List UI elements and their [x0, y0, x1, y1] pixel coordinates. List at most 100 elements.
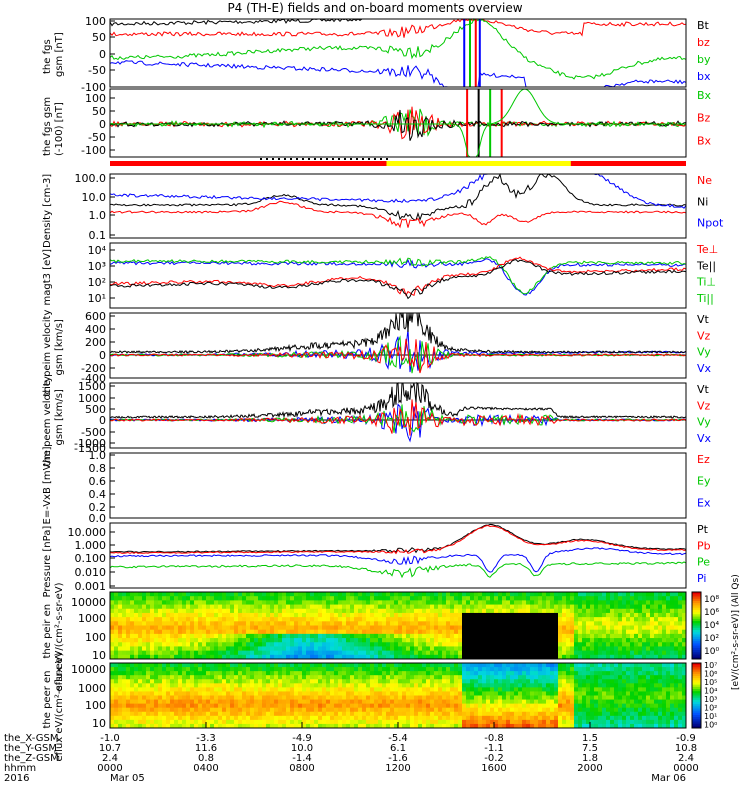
peer-spectrogram-cell [130, 695, 134, 701]
peir-spectrogram-cell [510, 600, 514, 606]
peer-spectrogram-cell [574, 691, 578, 696]
peir-spectrogram-cell [622, 617, 626, 622]
peir-spectrogram-cell [666, 604, 670, 610]
peir-spectrogram-cell [322, 617, 326, 622]
peir-spectrogram-cell [470, 650, 474, 656]
peer-spectrogram-cell [398, 667, 402, 672]
peir-spectrogram-cell [342, 617, 346, 622]
peer-spectrogram-cell [354, 687, 358, 692]
ytick-fgs-dsl: -100 [81, 144, 106, 157]
peer-spectrogram-cell [154, 691, 158, 696]
peir-spectrogram-cell [246, 638, 250, 643]
peer-spectrogram-cell [130, 723, 134, 729]
peir-spectrogram-cell [438, 638, 442, 643]
peir-spectrogram-cell [498, 638, 502, 643]
peir-spectrogram-cell [522, 600, 526, 606]
peer-spectrogram-cell [118, 683, 122, 688]
peer-spectrogram-cell [258, 687, 262, 692]
peer-spectrogram-cell [114, 679, 118, 684]
peir-spectrogram-cell [442, 629, 446, 635]
peir-spectrogram-cell [554, 638, 558, 643]
peer-spectrogram-cell [150, 715, 154, 721]
peer-spectrogram-cell [130, 715, 134, 721]
peer-spectrogram-cell [594, 667, 598, 672]
peir-spectrogram-cell [350, 596, 354, 601]
peer-spectrogram-cell [470, 695, 474, 701]
peer-spectrogram-cell [186, 687, 190, 692]
peer-spectrogram-cell [502, 663, 506, 668]
peer-spectrogram-cell [638, 675, 642, 680]
peer-spectrogram-cell [430, 663, 434, 668]
peer-spectrogram-cell [202, 711, 206, 717]
peir-spectrogram-cell [146, 654, 150, 660]
peer-spectrogram-cell [342, 711, 346, 717]
peer-spectrogram-cell [274, 699, 278, 705]
peer-spectrogram-cell [466, 711, 470, 717]
peir-spectrogram-cell [606, 612, 610, 618]
peer-spectrogram-cell [234, 675, 238, 680]
peer-spectrogram-cell [334, 703, 338, 709]
xtick-row-2: -1.6 [388, 753, 408, 764]
peer-spectrogram-cell [466, 695, 470, 701]
peer-spectrogram-cell [478, 663, 482, 668]
peer-spectrogram-cell [526, 711, 530, 717]
peir-spectrogram-cell [274, 596, 278, 601]
peir-spectrogram-cell [486, 646, 490, 652]
peir-spectrogram-cell [134, 592, 138, 597]
peir-spectrogram-cell [634, 617, 638, 622]
peir-spectrogram-cell [314, 646, 318, 652]
peer-spectrogram-cell [286, 695, 290, 701]
peir-spectrogram-cell [418, 633, 422, 639]
peer-spectrogram-cell [502, 723, 506, 729]
peer-spectrogram-cell [126, 679, 130, 684]
peir-spectrogram-cell [538, 625, 542, 631]
peir-spectrogram-cell [378, 650, 382, 656]
peer-spectrogram-cell [358, 671, 362, 676]
peer-spectrogram-cell [450, 723, 454, 729]
peer-spectrogram-cell [654, 691, 658, 696]
peer-spectrogram-cell [274, 679, 278, 684]
peer-spectrogram-cell [154, 671, 158, 676]
peir-spectrogram-cell [302, 642, 306, 647]
peer-spectrogram-cell [274, 711, 278, 717]
peer-spectrogram-cell [298, 683, 302, 688]
panel-bg-density [110, 174, 686, 238]
peer-spectrogram-cell [598, 667, 602, 672]
peer-spectrogram-cell [482, 687, 486, 692]
peer-spectrogram-cell [582, 667, 586, 672]
peir-spectrogram-cell [470, 604, 474, 610]
peir-spectrogram-cell [450, 646, 454, 652]
peer-spectrogram-cell [614, 667, 618, 672]
peer-spectrogram-cell [450, 679, 454, 684]
colorbar-cell [692, 614, 701, 618]
peer-spectrogram-cell [374, 707, 378, 713]
peir-spectrogram-cell [342, 625, 346, 631]
peer-spectrogram-cell [326, 675, 330, 680]
peer-spectrogram-cell [238, 723, 242, 729]
peer-spectrogram-cell [638, 683, 642, 688]
peir-spectrogram-cell [446, 596, 450, 601]
peir-spectrogram-cell [242, 633, 246, 639]
peir-spectrogram-cell [550, 592, 554, 597]
peer-spectrogram-cell [374, 667, 378, 672]
peer-spectrogram-cell [310, 715, 314, 721]
peir-spectrogram-cell [190, 612, 194, 618]
peir-spectrogram-cell [666, 608, 670, 614]
peer-spectrogram-cell [314, 703, 318, 709]
peir-spectrogram-cell [278, 646, 282, 652]
peer-spectrogram-cell [266, 687, 270, 692]
peir-spectrogram-cell [442, 650, 446, 656]
peir-spectrogram-cell [482, 625, 486, 631]
peer-spectrogram-cell [186, 691, 190, 696]
peir-spectrogram-cell [386, 604, 390, 610]
peir-spectrogram-cell [410, 638, 414, 643]
peir-spectrogram-cell [454, 592, 458, 597]
peer-spectrogram-cell [402, 667, 406, 672]
peer-spectrogram-cell [358, 675, 362, 680]
peer-spectrogram-cell [498, 719, 502, 725]
peer-spectrogram-cell [226, 703, 230, 709]
peir-spectrogram-cell [470, 638, 474, 643]
peir-spectrogram-cell [466, 654, 470, 660]
peer-spectrogram-cell [182, 679, 186, 684]
peir-spectrogram-cell [266, 646, 270, 652]
